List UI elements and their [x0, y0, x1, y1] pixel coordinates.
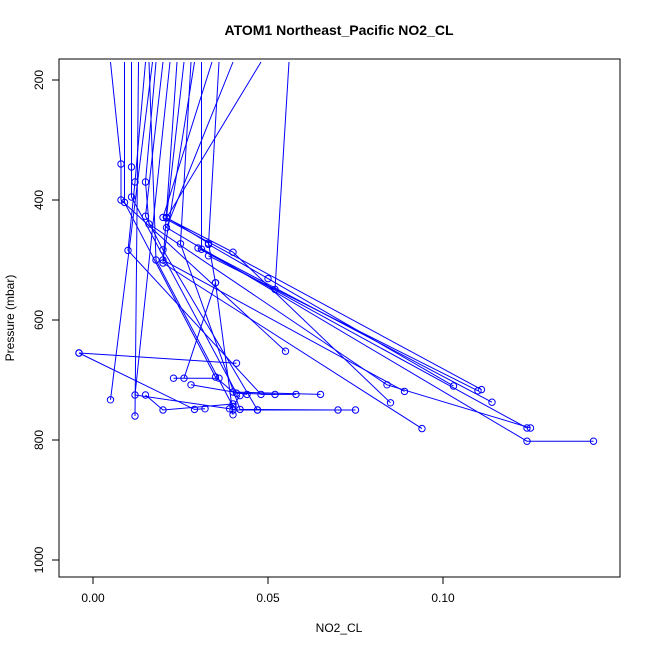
data-point: [400, 387, 409, 396]
data-point: [243, 390, 251, 399]
x-axis-label: NO2_CL: [316, 621, 363, 635]
data-point: [159, 406, 167, 414]
data-point: [232, 359, 241, 367]
data-point: [159, 259, 167, 267]
data-point: [159, 246, 167, 254]
data-point: [334, 406, 342, 414]
y-tick-label: 1000: [32, 546, 46, 573]
data-point: [127, 193, 136, 201]
data-point: [418, 424, 426, 433]
data-point: [169, 374, 178, 382]
data-point: [159, 213, 167, 222]
data-point: [229, 388, 237, 396]
data-point: [127, 163, 136, 171]
x-tick-label: 0.05: [256, 591, 280, 605]
data-point: [526, 424, 535, 432]
series-line: [165, 61, 391, 404]
data-point: [194, 244, 202, 252]
y-tick-label: 200: [32, 70, 46, 90]
data-point: [474, 387, 482, 395]
chart-title: ATOM1 Northeast_Pacific NO2_CL: [225, 22, 454, 38]
x-axis: 0.00 0.05 0.10: [81, 576, 455, 605]
y-axis-label: Pressure (mbar): [3, 275, 17, 362]
series-line: [148, 61, 241, 408]
series-line: [124, 62, 321, 395]
data-point: [211, 279, 220, 287]
data-point: [229, 406, 237, 414]
data-point: [236, 405, 244, 414]
data-point: [253, 406, 262, 414]
data-point: [75, 349, 83, 357]
data-point: [229, 402, 237, 411]
data-point: [523, 424, 531, 432]
x-tick-label: 0.10: [431, 591, 455, 605]
data-point: [589, 437, 598, 445]
data-point: [229, 411, 237, 419]
marker-layer: [75, 160, 598, 445]
data-point: [229, 248, 237, 256]
data-point: [351, 406, 360, 414]
data-point: [211, 373, 220, 381]
data-point: [131, 412, 139, 420]
data-point: [264, 274, 272, 283]
y-axis: 200 400 600 800 1000: [32, 70, 60, 573]
series-line: [78, 352, 237, 364]
data-point: [117, 160, 125, 168]
data-point: [271, 390, 279, 399]
data-point: [204, 252, 213, 260]
data-point: [204, 240, 213, 249]
data-point: [386, 399, 395, 407]
data-point: [120, 198, 129, 207]
y-tick-label: 800: [32, 430, 46, 450]
series-line: [145, 394, 234, 411]
data-point: [488, 398, 496, 406]
x-tick-label: 0.00: [81, 591, 105, 605]
series-line: [127, 61, 296, 395]
series-line: [197, 247, 528, 429]
series-layer: [78, 61, 594, 442]
y-tick-label: 400: [32, 190, 46, 210]
data-point: [523, 437, 531, 445]
series-line: [165, 61, 594, 442]
series-line: [183, 282, 216, 379]
series-line: [179, 61, 339, 411]
data-point: [271, 285, 279, 294]
data-point: [180, 374, 188, 382]
data-point: [383, 381, 391, 389]
series-line: [110, 61, 286, 352]
series-line: [110, 61, 153, 400]
data-point: [141, 391, 150, 399]
data-point: [257, 390, 265, 399]
data-point: [162, 223, 171, 232]
data-point: [316, 390, 325, 399]
y-tick-label: 600: [32, 310, 46, 330]
series-line: [274, 61, 290, 290]
data-point: [187, 381, 195, 389]
data-point: [141, 178, 150, 186]
data-point: [131, 391, 139, 399]
data-point: [236, 391, 244, 400]
data-point: [477, 385, 486, 394]
data-point: [215, 374, 223, 382]
data-point: [152, 256, 160, 264]
series-line: [134, 61, 230, 410]
data-point: [197, 245, 206, 253]
data-point: [190, 405, 199, 414]
data-point: [159, 256, 167, 264]
data-point: [124, 246, 132, 255]
data-point: [201, 405, 209, 413]
data-point: [162, 214, 171, 222]
data-point: [145, 220, 153, 228]
data-point: [292, 390, 300, 399]
data-point: [141, 212, 150, 220]
data-point: [281, 347, 290, 355]
data-point: [176, 240, 185, 248]
data-point: [449, 382, 458, 390]
series-line: [131, 62, 276, 395]
data-point: [106, 396, 115, 404]
data-point: [131, 178, 139, 186]
